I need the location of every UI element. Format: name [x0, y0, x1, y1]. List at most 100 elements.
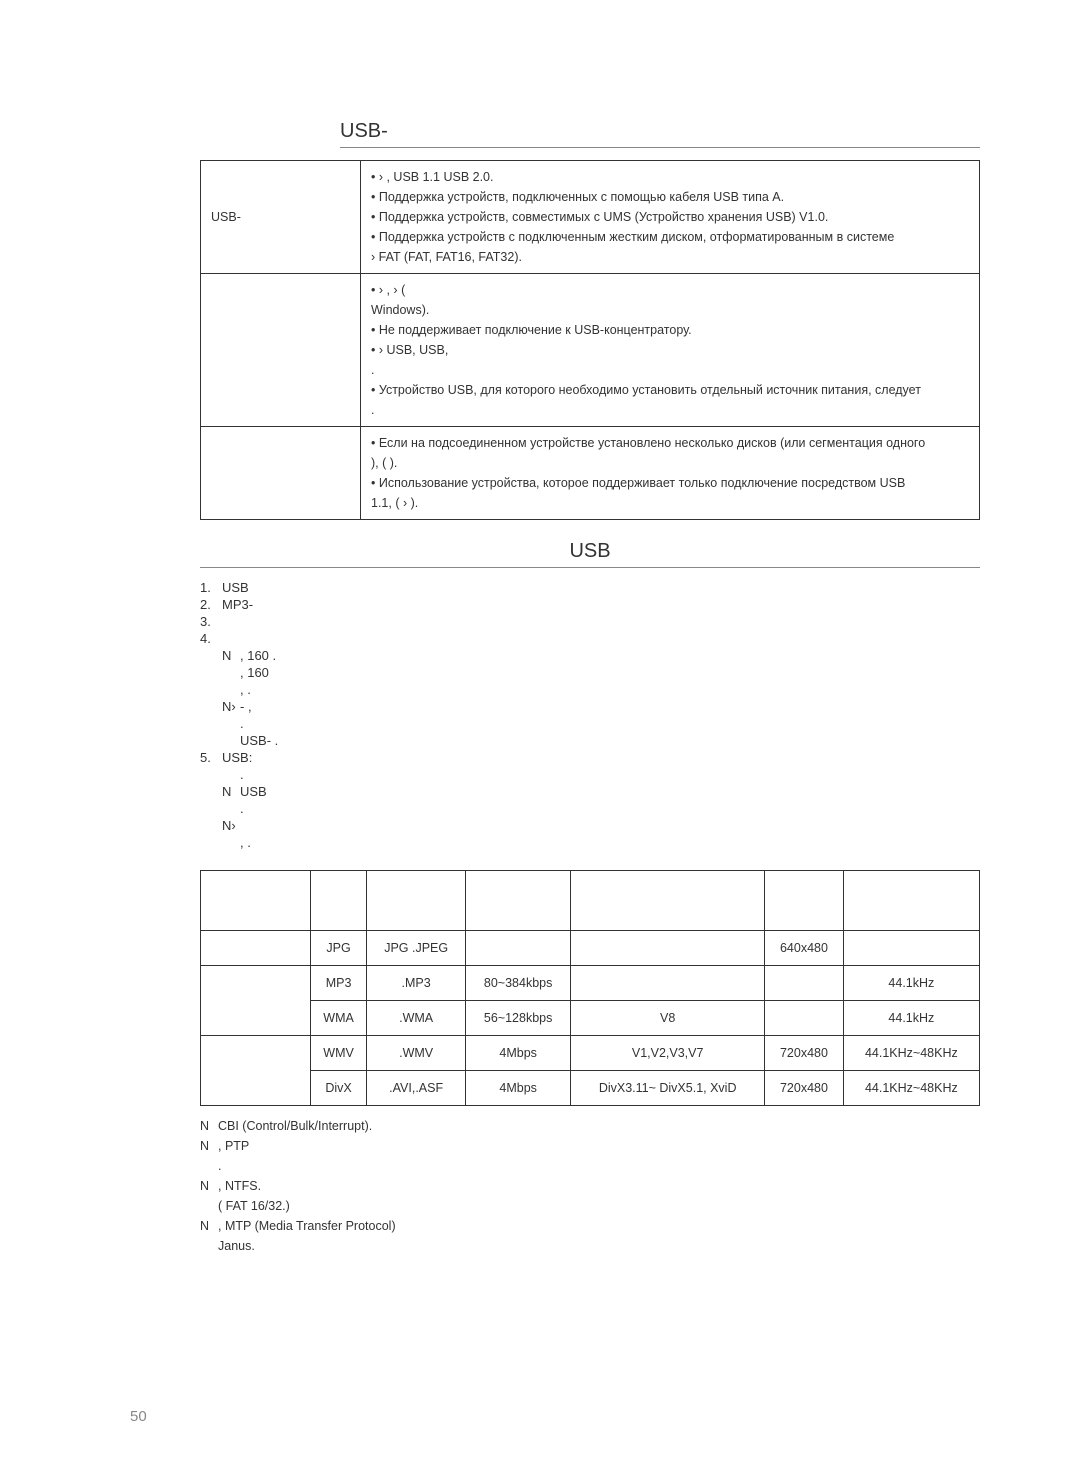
- table-header: [201, 871, 311, 931]
- table-cell: JPG: [311, 931, 367, 966]
- item-text: USB: [222, 580, 249, 595]
- fn-mark: [200, 1236, 218, 1256]
- spec-line: .: [371, 360, 969, 380]
- table-header: [311, 871, 367, 931]
- spec-line: • › , USB 1.1 USB 2.0.: [371, 167, 969, 187]
- sub-note: .: [222, 801, 980, 816]
- sub-note: .: [222, 716, 980, 731]
- note-mark: [222, 716, 240, 731]
- sub-note: N› - ,: [222, 699, 980, 714]
- table-cell: [765, 1001, 844, 1036]
- spec-line: 1.1, ( › ).: [371, 493, 969, 513]
- sub-note: N›: [222, 818, 980, 833]
- note-mark: [222, 835, 240, 850]
- spec-row-content-1: • › , › ( Windows). • Не поддерживает по…: [361, 274, 980, 427]
- spec-line: • Не поддерживает подключение к USB-конц…: [371, 320, 969, 340]
- sub-note: , .: [222, 835, 980, 850]
- table-cell: 44.1kHz: [843, 1001, 979, 1036]
- item-num: 1.: [200, 580, 222, 595]
- table-cell: V8: [571, 1001, 765, 1036]
- spec-row-label-1: [201, 274, 361, 427]
- sub-note: N , 160 .: [222, 648, 980, 663]
- table-cell: 44.1KHz~48KHz: [843, 1071, 979, 1106]
- item-num: 5.: [200, 750, 222, 765]
- table-header-row: [201, 871, 980, 931]
- table-cell: [571, 966, 765, 1001]
- fn-mark: N: [200, 1116, 218, 1136]
- table-cell: DivX: [311, 1071, 367, 1106]
- note-text: .: [240, 716, 244, 731]
- sub-note: , .: [222, 682, 980, 697]
- table-cell: [201, 1036, 311, 1106]
- table-cell: 44.1kHz: [843, 966, 979, 1001]
- note-text: - ,: [240, 699, 252, 714]
- sub-note: USB- .: [222, 733, 980, 748]
- spec-row-content-0: • › , USB 1.1 USB 2.0. • Поддержка устро…: [361, 161, 980, 274]
- item-num: 4.: [200, 631, 222, 646]
- spec-table: USB- • › , USB 1.1 USB 2.0. • Поддержка …: [200, 160, 980, 520]
- item-text: MP3-: [222, 597, 253, 612]
- footnote: Janus.: [200, 1236, 980, 1256]
- list-item: 3.: [200, 614, 980, 629]
- table-row: DivX .AVI,.ASF 4Mbps DivX3.11~ DivX5.1, …: [201, 1071, 980, 1106]
- note-mark: [222, 733, 240, 748]
- footnote: N CBI (Control/Bulk/Interrupt).: [200, 1116, 980, 1136]
- note-text: , .: [240, 682, 251, 697]
- table-row: JPG JPG .JPEG 640x480: [201, 931, 980, 966]
- note-mark: N: [222, 784, 240, 799]
- spec-line: • › , › (: [371, 280, 969, 300]
- fn-text: , MTP (Media Transfer Protocol): [218, 1216, 396, 1236]
- table-cell: [571, 931, 765, 966]
- item-text: USB:: [222, 750, 252, 765]
- table-cell: 4Mbps: [466, 1036, 571, 1071]
- formats-table: JPG JPG .JPEG 640x480 MP3 .MP3 80~384kbp…: [200, 870, 980, 1106]
- note-text: .: [240, 801, 244, 816]
- fn-mark: [200, 1196, 218, 1216]
- page-number: 50: [130, 1408, 147, 1425]
- spec-row-content-2: • Если на подсоединенном устройстве уста…: [361, 427, 980, 520]
- fn-text: .: [218, 1156, 221, 1176]
- table-cell: [201, 931, 311, 966]
- fn-text: ( FAT 16/32.): [218, 1196, 290, 1216]
- note-mark: [222, 801, 240, 816]
- item-num: 3.: [200, 614, 222, 629]
- spec-line: .: [371, 400, 969, 420]
- item-num: 2.: [200, 597, 222, 612]
- numbered-list: 1. USB 2.MP3- 3. 4. N , 160 . , 160 ,: [200, 580, 980, 850]
- table-cell: JPG .JPEG: [367, 931, 466, 966]
- fn-text: Janus.: [218, 1236, 255, 1256]
- table-cell: 56~128kbps: [466, 1001, 571, 1036]
- note-text: , .: [240, 835, 251, 850]
- note-mark: [222, 665, 240, 680]
- table-cell: .WMA: [367, 1001, 466, 1036]
- spec-line: ), ( ).: [371, 453, 969, 473]
- table-cell: [843, 931, 979, 966]
- table-cell: 720x480: [765, 1071, 844, 1106]
- note-text: , 160 .: [240, 648, 276, 663]
- fn-text: , PTP: [218, 1136, 249, 1156]
- note-text: USB- .: [240, 733, 278, 748]
- fn-mark: [200, 1156, 218, 1176]
- table-cell: DivX3.11~ DivX5.1, XviD: [571, 1071, 765, 1106]
- footnote: N , NTFS.: [200, 1176, 980, 1196]
- table-cell: WMV: [311, 1036, 367, 1071]
- section2-title: USB: [200, 540, 980, 568]
- sub-note: , 160: [222, 665, 980, 680]
- table-cell: V1,V2,V3,V7: [571, 1036, 765, 1071]
- table-cell: 44.1KHz~48KHz: [843, 1036, 979, 1071]
- table-row: WMA .WMA 56~128kbps V8 44.1kHz: [201, 1001, 980, 1036]
- table-row: WMV .WMV 4Mbps V1,V2,V3,V7 720x480 44.1K…: [201, 1036, 980, 1071]
- sub-note: .: [222, 767, 980, 782]
- table-cell: .MP3: [367, 966, 466, 1001]
- table-cell: .WMV: [367, 1036, 466, 1071]
- note-mark: N: [222, 648, 240, 663]
- footnote: .: [200, 1156, 980, 1176]
- sub-note: N USB: [222, 784, 980, 799]
- note-text: , 160: [240, 665, 269, 680]
- table-cell: 4Mbps: [466, 1071, 571, 1106]
- table-header: [843, 871, 979, 931]
- spec-line: • Поддержка устройств с подключенным жес…: [371, 227, 969, 247]
- footnote: ( FAT 16/32.): [200, 1196, 980, 1216]
- note-text: USB: [240, 784, 267, 799]
- footnotes: N CBI (Control/Bulk/Interrupt). N , PTP …: [200, 1116, 980, 1256]
